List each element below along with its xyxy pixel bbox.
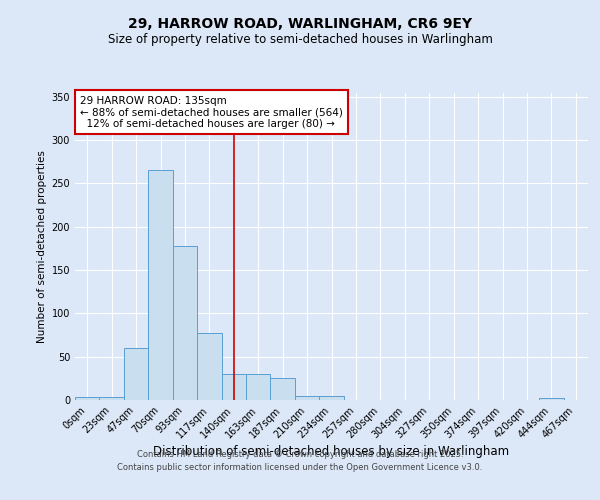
Bar	[148, 170, 173, 400]
Text: Contains HM Land Registry data © Crown copyright and database right 2025.: Contains HM Land Registry data © Crown c…	[137, 450, 463, 459]
X-axis label: Distribution of semi-detached houses by size in Warlingham: Distribution of semi-detached houses by …	[154, 446, 509, 458]
Y-axis label: Number of semi-detached properties: Number of semi-detached properties	[37, 150, 47, 342]
Bar	[319, 396, 344, 400]
Text: 29, HARROW ROAD, WARLINGHAM, CR6 9EY: 29, HARROW ROAD, WARLINGHAM, CR6 9EY	[128, 18, 472, 32]
Bar	[295, 396, 319, 400]
Text: 29 HARROW ROAD: 135sqm
← 88% of semi-detached houses are smaller (564)
  12% of : 29 HARROW ROAD: 135sqm ← 88% of semi-det…	[80, 96, 343, 129]
Bar	[197, 334, 221, 400]
Bar	[539, 398, 563, 400]
Text: Contains public sector information licensed under the Open Government Licence v3: Contains public sector information licen…	[118, 462, 482, 471]
Bar	[221, 374, 246, 400]
Text: Size of property relative to semi-detached houses in Warlingham: Size of property relative to semi-detach…	[107, 32, 493, 46]
Bar	[100, 398, 124, 400]
Bar	[124, 348, 148, 400]
Bar	[246, 374, 271, 400]
Bar	[271, 378, 295, 400]
Bar	[173, 246, 197, 400]
Bar	[75, 398, 100, 400]
